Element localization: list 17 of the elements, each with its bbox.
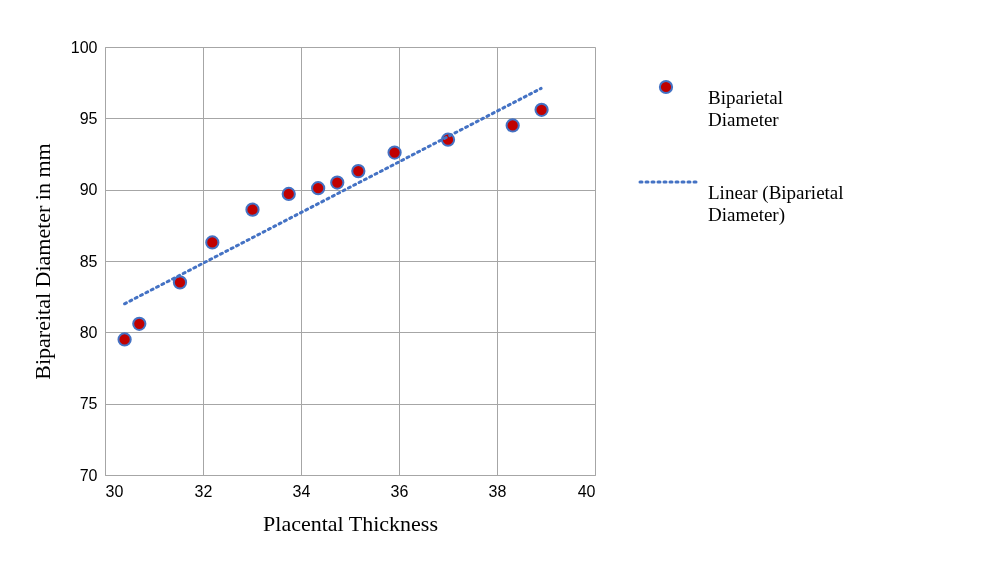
y-tick-label: 100 (70, 38, 98, 56)
x-tick-label: 38 (488, 482, 507, 500)
x-axis-title: Placental Thickness (263, 510, 438, 536)
x-tick-label: 32 (194, 482, 213, 500)
legend-label: Linear (Biparietal Diameter) (708, 182, 844, 226)
y-tick-label: 90 (79, 181, 98, 199)
x-tick-label: 40 (577, 482, 596, 500)
x-tick-label: 36 (390, 482, 409, 500)
y-axis-title: Bipareital Diameter in mm (29, 143, 55, 380)
y-tick-label: 95 (79, 109, 98, 127)
legend-label: Biparietal Diameter (708, 87, 783, 130)
x-tick-label: 34 (292, 482, 311, 500)
y-tick-label: 75 (79, 395, 98, 413)
y-tick-label: 70 (79, 466, 98, 484)
y-tick-label: 80 (79, 323, 98, 341)
y-tick-label: 85 (79, 252, 98, 270)
x-tick-label: 30 (105, 482, 124, 500)
